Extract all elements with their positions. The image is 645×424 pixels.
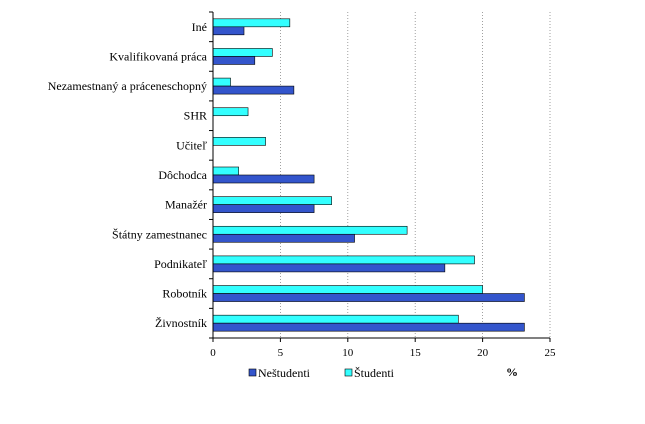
bar-nestudenti-7: [212, 233, 355, 243]
category-label-0: Iné: [192, 20, 207, 34]
category-label-3: SHR: [184, 109, 207, 123]
bar-studenti-4: [212, 137, 266, 146]
legend-item-nestudenti-swatch: [248, 368, 257, 377]
category-label-10: Živnostník: [155, 316, 207, 330]
category-label-5: Dôchodca: [158, 168, 207, 182]
category-label-6: Manažér: [165, 198, 207, 212]
x-tick-label-0: 0: [210, 347, 216, 359]
bar-nestudenti-9: [212, 293, 525, 302]
legend-item-nestudenti-label: Neštudenti: [258, 366, 311, 380]
bars-layer: [212, 18, 525, 332]
x-tick-label-3: 15: [410, 347, 422, 359]
category-label-9: Robotník: [162, 287, 207, 301]
legend: Neštudenti Študenti: [248, 366, 395, 380]
category-label-2: Nezamestnaný a práceneschopný: [48, 79, 207, 93]
bar-studenti-5: [212, 166, 239, 176]
bar-studenti-2: [212, 77, 231, 87]
bar-nestudenti-0: [212, 26, 245, 36]
x-tick-label-4: 20: [477, 347, 489, 359]
bar-studenti-6: [212, 196, 332, 205]
bar-studenti-9: [212, 285, 483, 294]
bar-nestudenti-10: [212, 322, 525, 332]
legend-item-studenti-swatch: [344, 368, 353, 377]
bar-nestudenti-2: [212, 85, 295, 95]
bar-nestudenti-8: [212, 263, 446, 273]
x-tick-label-2: 10: [342, 347, 354, 359]
category-label-4: Učiteľ: [176, 138, 207, 152]
bar-studenti-10: [212, 314, 459, 324]
category-label-8: Podnikateľ: [154, 257, 207, 271]
bar-nestudenti-1: [212, 56, 256, 65]
bar-nestudenti-5: [212, 174, 315, 184]
bar-nestudenti-6: [212, 204, 315, 213]
legend-item-studenti-label: Študenti: [354, 366, 395, 380]
category-label-7: Štátny zamestnanec: [112, 227, 207, 241]
bar-studenti-1: [212, 48, 273, 57]
labels-layer: Iné Kvalifikovaná práca Nezamestnaný a prá…: [48, 20, 556, 379]
x-axis-unit-label: %: [506, 365, 518, 379]
bar-studenti-0: [212, 18, 291, 28]
category-label-1: Kvalifikovaná práca: [109, 49, 207, 63]
bar-studenti-3: [212, 107, 249, 117]
axes-layer: [209, 11, 551, 342]
bar-studenti-8: [212, 255, 475, 265]
x-tick-label-1: 5: [278, 347, 284, 359]
x-tick-label-5: 25: [545, 347, 557, 359]
bar-studenti-7: [212, 225, 408, 235]
